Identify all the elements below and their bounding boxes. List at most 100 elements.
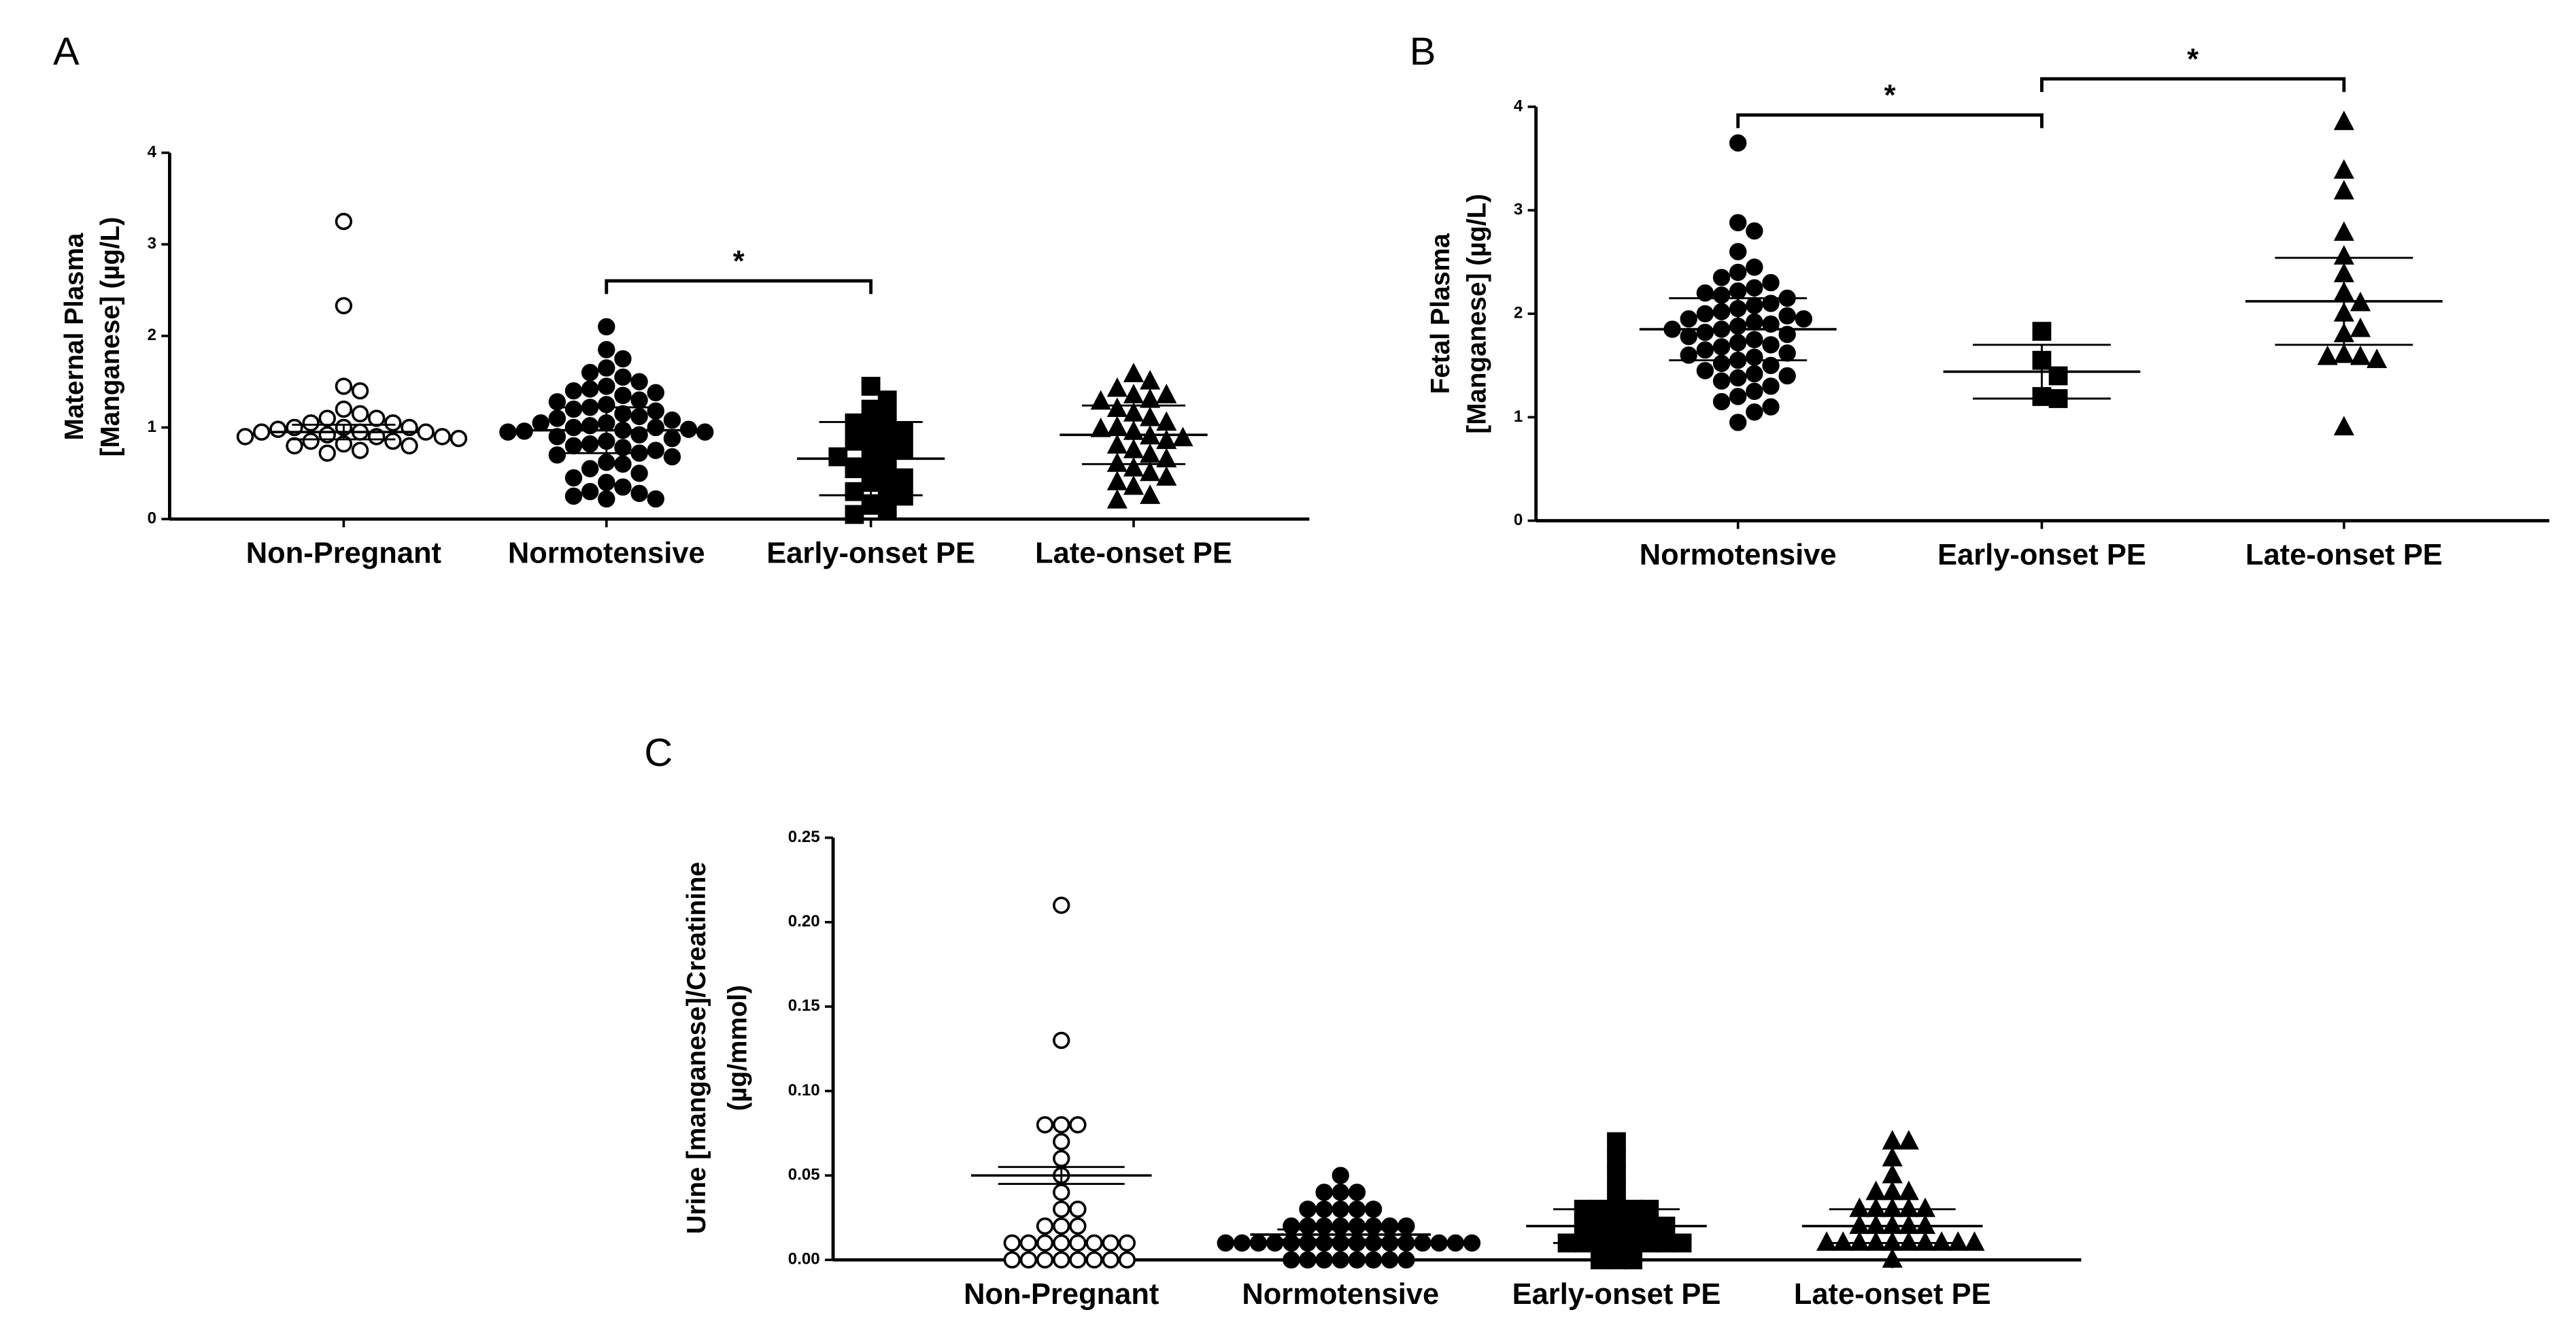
point (614, 405, 632, 422)
error-bar (1250, 1228, 1431, 1241)
point (1036, 1115, 1054, 1134)
x-tick-label: Early-onset PE (1937, 539, 2146, 571)
point (1053, 1234, 1070, 1252)
point (2032, 322, 2052, 341)
point (1898, 1197, 1919, 1218)
point (1102, 1251, 1119, 1269)
y-axis-label: [Manganese] (µg/L) (1462, 194, 1491, 434)
point (1712, 338, 1731, 356)
point (1249, 1234, 1268, 1252)
point (614, 386, 632, 405)
point (1053, 1184, 1070, 1201)
error-bar (1801, 1208, 1983, 1244)
point (861, 496, 881, 515)
point (845, 505, 864, 524)
point (663, 448, 681, 466)
point (696, 423, 714, 441)
point (1053, 1031, 1070, 1050)
point (2333, 110, 2354, 131)
point (1607, 1149, 1626, 1169)
x-tick-label: Normotensive (1640, 539, 1837, 571)
point (1348, 1234, 1366, 1252)
y-tick-label: 1 (148, 418, 156, 436)
point (679, 420, 698, 438)
point (1712, 372, 1731, 390)
point (663, 412, 681, 429)
point (1778, 326, 1796, 343)
point (1680, 310, 1697, 328)
point (1069, 1115, 1087, 1134)
point (1123, 363, 1145, 382)
y-axis-label: Maternal Plasma (60, 233, 89, 440)
point (1140, 406, 1161, 426)
point (1762, 336, 1780, 354)
error-bar (1943, 343, 2141, 400)
point (1463, 1234, 1481, 1252)
y-axis-label: Fetal Plasma (1426, 233, 1455, 395)
point (1882, 1163, 1903, 1184)
y-axis-label: Urine [manganese]/Creatinine (682, 862, 711, 1234)
point (1118, 1234, 1136, 1252)
point (1233, 1234, 1251, 1252)
significance-label: * (2187, 43, 2199, 76)
point (630, 407, 648, 426)
point (1053, 1150, 1070, 1167)
point (845, 459, 864, 478)
point (1931, 1231, 1952, 1251)
point (1332, 1167, 1349, 1184)
point (1746, 403, 1763, 421)
point (1397, 1217, 1415, 1235)
point (1364, 1217, 1383, 1235)
x-tick-label: Normotensive (1242, 1278, 1439, 1311)
point (1106, 397, 1128, 418)
point (1315, 1234, 1333, 1252)
point (384, 433, 402, 450)
y-tick-label: 0.00 (788, 1250, 820, 1269)
point (647, 490, 664, 508)
point (532, 414, 549, 432)
point (1381, 1217, 1399, 1235)
point (335, 212, 353, 231)
point (1106, 377, 1128, 397)
point (401, 437, 418, 455)
point (630, 391, 648, 409)
point (1397, 1234, 1415, 1252)
point (1446, 1234, 1465, 1252)
point (1217, 1234, 1234, 1252)
point (1140, 388, 1161, 408)
point (351, 405, 369, 422)
point (1348, 1217, 1366, 1235)
point (302, 433, 320, 450)
point (1712, 354, 1731, 372)
point (1865, 1180, 1886, 1201)
point (1036, 1217, 1054, 1235)
point (1069, 1217, 1087, 1235)
point (1315, 1217, 1333, 1235)
point (614, 478, 632, 496)
point (1332, 1251, 1349, 1269)
point (1746, 258, 1763, 276)
point (1882, 1147, 1903, 1167)
panel-label: C (644, 731, 673, 775)
point (564, 437, 583, 455)
point (861, 399, 881, 419)
point (1680, 328, 1697, 346)
point (598, 318, 615, 336)
point (1085, 1251, 1103, 1269)
point (598, 473, 615, 491)
point (1778, 344, 1796, 362)
point (499, 423, 517, 441)
point (630, 484, 648, 503)
point (1053, 896, 1070, 914)
point (1053, 1251, 1070, 1269)
panel-label: A (53, 30, 80, 73)
point (1914, 1231, 1936, 1251)
y-tick-label: 4 (1514, 97, 1523, 115)
point (564, 469, 583, 487)
point (598, 378, 615, 395)
point (417, 423, 435, 441)
point (1816, 1231, 1837, 1251)
x-tick-label: Non-Pregnant (964, 1278, 1159, 1311)
y-tick-label: 4 (148, 143, 157, 161)
